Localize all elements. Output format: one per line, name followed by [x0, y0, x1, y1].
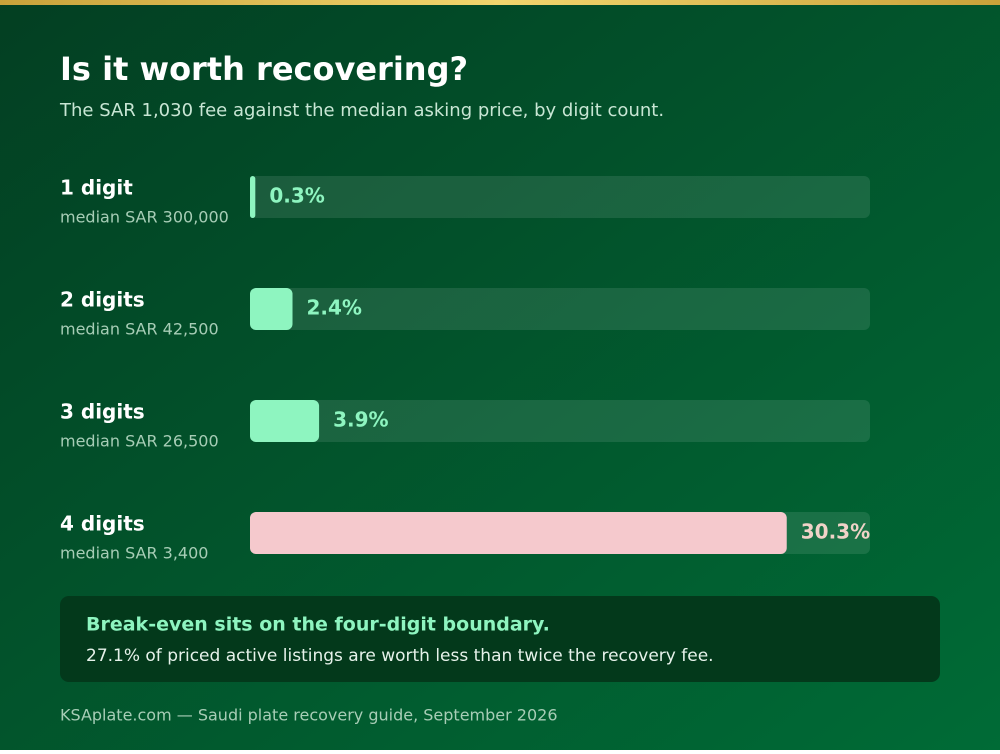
- bar: [250, 400, 320, 442]
- chart-title: Is it worth recovering?: [60, 50, 468, 88]
- note-box: [60, 596, 940, 682]
- bar-track: [250, 176, 870, 218]
- bar-track: [250, 400, 870, 442]
- top-stripe: [0, 0, 1000, 5]
- note-title: Break-even sits on the four-digit bounda…: [86, 614, 550, 636]
- value-label: 3.9%: [333, 408, 388, 432]
- category-label: 2 digits: [60, 288, 145, 312]
- value-label: 2.4%: [307, 296, 362, 320]
- bar-track: [250, 288, 870, 330]
- category-sublabel: median SAR 3,400: [60, 544, 208, 563]
- footer: KSAplate.com — Saudi plate recovery guid…: [60, 706, 558, 725]
- chart-subtitle: The SAR 1,030 fee against the median ask…: [59, 100, 664, 121]
- category-sublabel: median SAR 300,000: [60, 208, 229, 227]
- value-label: 0.3%: [269, 184, 324, 208]
- category-sublabel: median SAR 42,500: [60, 320, 219, 339]
- category-label: 3 digits: [60, 400, 145, 424]
- category-label: 4 digits: [60, 512, 145, 536]
- note-text: 27.1% of priced active listings are wort…: [86, 646, 714, 666]
- bar: [250, 288, 293, 330]
- category-label: 1 digit: [60, 176, 133, 200]
- bar: [250, 512, 787, 554]
- bar: [250, 176, 256, 218]
- category-sublabel: median SAR 26,500: [60, 432, 219, 451]
- value-label: 30.3%: [801, 520, 870, 544]
